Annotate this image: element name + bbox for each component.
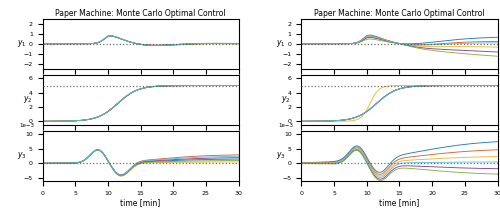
Y-axis label: $y_1$: $y_1$ xyxy=(18,38,27,49)
Title: Paper Machine: Monte Carlo Optimal Control: Paper Machine: Monte Carlo Optimal Contr… xyxy=(55,9,226,18)
Y-axis label: $y_1$: $y_1$ xyxy=(276,38,286,49)
Title: Paper Machine: Monte Carlo Optimal Control: Paper Machine: Monte Carlo Optimal Contr… xyxy=(314,9,485,18)
Y-axis label: $y_2$: $y_2$ xyxy=(22,94,32,105)
Y-axis label: $y_2$: $y_2$ xyxy=(282,94,291,105)
Y-axis label: $y_3$: $y_3$ xyxy=(18,150,27,161)
X-axis label: time [min]: time [min] xyxy=(120,198,160,207)
Y-axis label: $y_3$: $y_3$ xyxy=(276,150,286,161)
X-axis label: time [min]: time [min] xyxy=(380,198,420,207)
